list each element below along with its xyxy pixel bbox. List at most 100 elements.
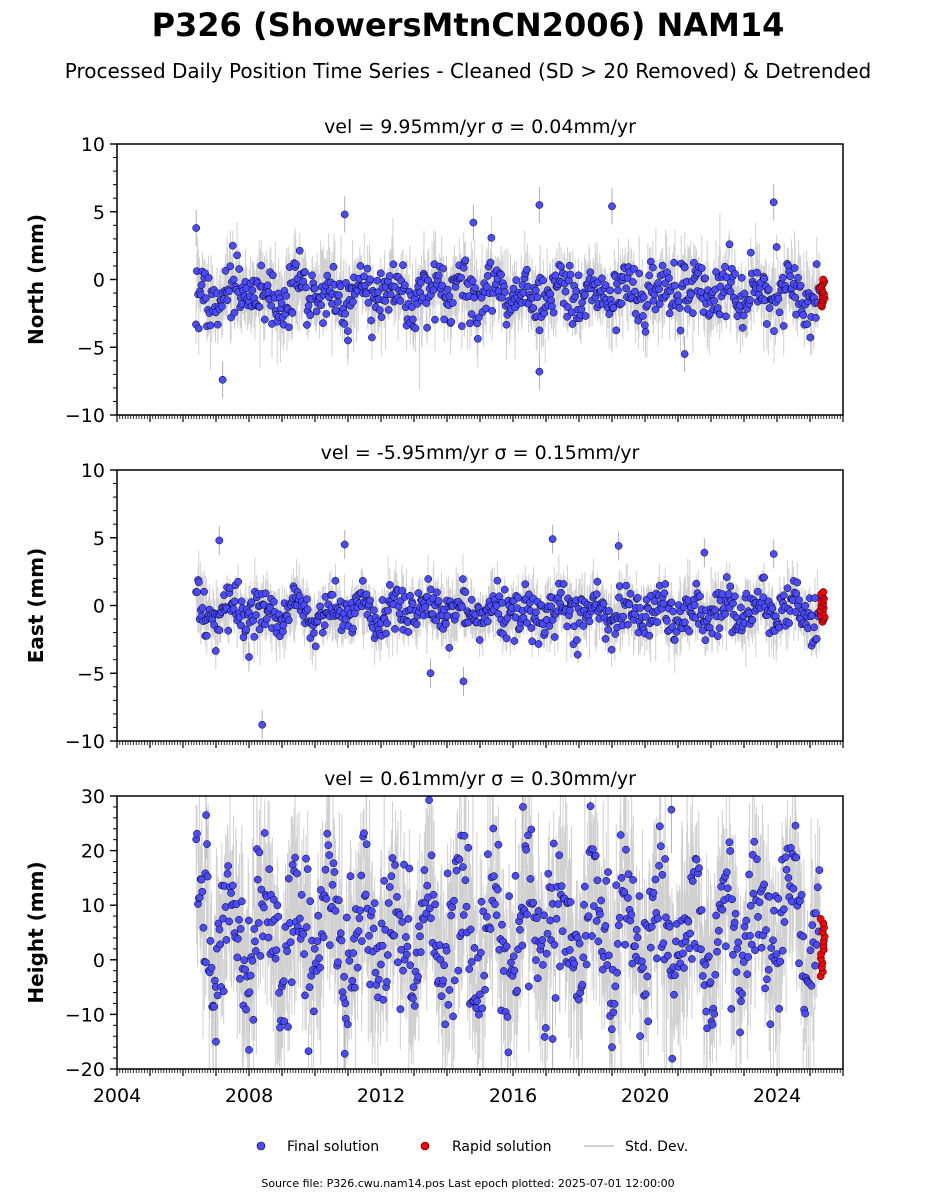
final-point — [461, 876, 470, 885]
final-point — [713, 947, 721, 956]
final-point — [728, 895, 736, 904]
final-point — [516, 925, 524, 934]
final-point — [629, 278, 637, 286]
final-point — [285, 323, 293, 332]
final-point — [545, 622, 554, 630]
final-point — [647, 922, 656, 931]
final-point — [442, 620, 450, 628]
rapid-point — [819, 588, 828, 596]
final-point — [305, 983, 314, 992]
final-point — [812, 909, 820, 917]
final-point — [494, 840, 503, 849]
final-point — [547, 602, 556, 611]
rapid-point — [819, 275, 828, 284]
final-point — [588, 932, 596, 940]
final-point-outlier — [680, 350, 689, 358]
final-point — [729, 950, 737, 959]
final-point — [323, 271, 332, 280]
final-point — [572, 287, 581, 295]
y-tick-label: 5 — [93, 202, 105, 224]
x-tick-label: 2012 — [357, 1085, 405, 1107]
final-point — [676, 326, 685, 335]
final-point — [549, 308, 558, 317]
panel-title: vel = -5.95mm/yr σ = 0.15mm/yr — [321, 442, 640, 464]
final-point — [726, 847, 735, 855]
final-point — [721, 942, 730, 951]
final-point — [688, 955, 696, 963]
final-point — [452, 866, 461, 875]
final-point — [532, 956, 540, 964]
final-point — [615, 582, 624, 590]
final-point — [673, 291, 682, 300]
final-point — [524, 982, 533, 991]
final-point — [601, 635, 610, 643]
final-point — [241, 965, 250, 974]
x-ticks — [116, 741, 844, 748]
final-point — [301, 991, 309, 1000]
final-point — [813, 883, 822, 892]
final-point — [740, 289, 749, 298]
final-point — [351, 983, 359, 992]
final-point — [527, 624, 536, 632]
final-point — [459, 863, 467, 871]
final-point — [264, 933, 273, 942]
final-point — [534, 640, 543, 648]
final-point-outlier — [344, 336, 352, 345]
panel-title: vel = 9.95mm/yr σ = 0.04mm/yr — [324, 116, 636, 138]
final-point — [354, 927, 363, 935]
final-point — [510, 637, 519, 645]
final-point — [502, 634, 511, 643]
final-point — [655, 285, 663, 293]
final-point — [193, 829, 201, 838]
final-point — [320, 621, 329, 630]
final-point — [680, 263, 689, 272]
final-point — [439, 264, 448, 273]
final-point — [634, 316, 643, 325]
final-point — [467, 958, 476, 966]
final-point — [378, 596, 387, 604]
final-point — [568, 320, 577, 328]
final-point — [622, 845, 630, 854]
final-point — [603, 961, 612, 969]
final-point — [206, 321, 215, 330]
final-point — [331, 906, 340, 915]
final-point — [744, 953, 752, 961]
final-point — [300, 950, 308, 958]
final-point — [692, 579, 701, 588]
plot-area — [192, 796, 829, 1069]
final-point — [437, 992, 446, 1001]
final-point — [526, 875, 535, 883]
y-tick-label: 0 — [93, 596, 105, 618]
final-point-outlier — [700, 548, 709, 557]
final-point — [806, 333, 815, 342]
final-point — [200, 587, 208, 596]
final-point — [635, 269, 644, 278]
final-solution-points — [192, 198, 824, 384]
final-point — [206, 937, 215, 945]
final-point-outlier — [459, 677, 468, 686]
final-point — [641, 327, 650, 336]
final-point — [615, 913, 624, 922]
final-point — [402, 950, 411, 959]
final-point — [511, 871, 520, 880]
final-point — [533, 293, 542, 302]
final-point — [674, 297, 683, 306]
final-point — [483, 282, 491, 291]
final-point — [765, 304, 774, 312]
final-point — [812, 313, 820, 322]
final-point — [288, 309, 297, 317]
final-point — [730, 918, 739, 927]
final-point — [244, 916, 253, 925]
final-point — [461, 256, 470, 265]
final-point — [466, 925, 475, 934]
final-point — [211, 976, 219, 985]
y-ticks: −10 −5 0 5 10 — [65, 134, 117, 427]
final-point — [731, 909, 740, 918]
final-point — [228, 881, 237, 890]
final-point — [341, 309, 350, 318]
final-point — [255, 848, 264, 857]
final-point — [219, 914, 227, 923]
final-point — [295, 246, 304, 255]
x-tick-label: 2020 — [621, 1085, 669, 1107]
final-point — [633, 933, 642, 942]
